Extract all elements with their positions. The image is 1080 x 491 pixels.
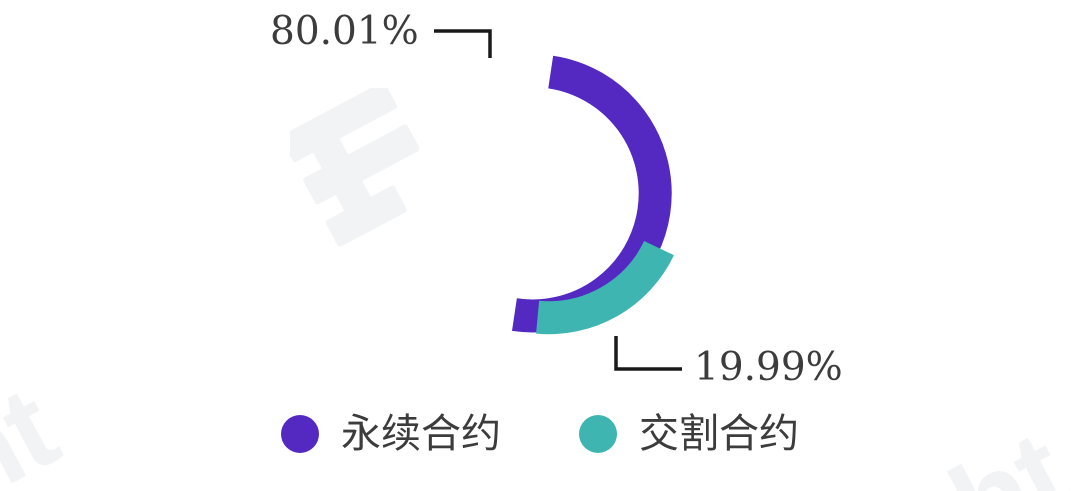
legend-swatch-purple-icon xyxy=(281,415,319,453)
donut-slice-delivery xyxy=(536,240,674,335)
legend-item-perpetual[interactable]: 永续合约 xyxy=(281,414,501,454)
value-label-perpetual: 80.01% xyxy=(270,9,419,54)
leader-line-perpetual xyxy=(434,29,492,58)
legend-item-delivery[interactable]: 交割合约 xyxy=(579,414,799,454)
legend-label-delivery: 交割合约 xyxy=(639,411,799,457)
legend-swatch-teal-icon xyxy=(579,415,617,453)
legend-label-perpetual: 永续合约 xyxy=(341,411,501,457)
value-label-delivery: 19.99% xyxy=(694,345,843,390)
chart-legend: 永续合约 交割合约 xyxy=(0,414,1080,454)
leader-line-delivery xyxy=(614,336,682,371)
